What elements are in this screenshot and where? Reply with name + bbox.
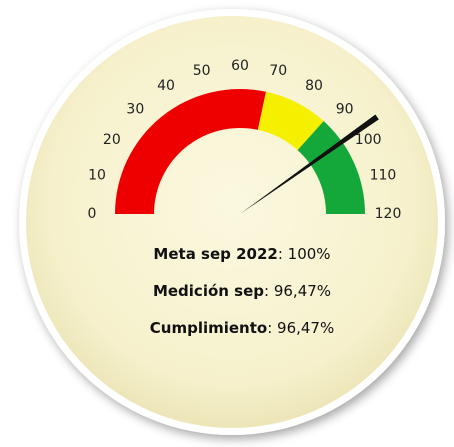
gauge-band — [115, 88, 266, 214]
tick-label: 60 — [231, 58, 249, 74]
info-line: Cumplimiento: 96,47% — [150, 319, 334, 337]
tick-label: 100 — [355, 132, 382, 148]
tick-label: 40 — [157, 78, 175, 94]
info: Meta sep 2022: 100%Medición sep: 96,47%C… — [150, 245, 334, 337]
tick-label: 50 — [193, 63, 211, 79]
tick-label: 0 — [88, 206, 97, 222]
tick-label: 80 — [305, 78, 323, 94]
tick-label: 10 — [88, 168, 106, 184]
info-label: Meta sep 2022 — [153, 245, 277, 263]
needle — [240, 114, 379, 214]
tick-label: 90 — [336, 101, 354, 117]
tick-label: 120 — [375, 206, 402, 222]
info-value: : 96,47% — [264, 282, 331, 300]
card-face — [26, 16, 438, 428]
info-value: : 100% — [278, 245, 331, 263]
tick-label: 70 — [269, 63, 287, 79]
info-line: Meta sep 2022: 100% — [153, 245, 330, 263]
info-line: Medición sep: 96,47% — [153, 282, 331, 300]
tick-label: 20 — [103, 132, 121, 148]
info-value: : 96,47% — [267, 319, 334, 337]
gauge-band — [297, 121, 365, 214]
info-label: Cumplimiento — [150, 319, 267, 337]
tick-label: 110 — [370, 168, 397, 184]
info-label: Medición sep — [153, 282, 264, 300]
gauge-band — [257, 91, 324, 151]
tick-label: 30 — [126, 101, 144, 117]
